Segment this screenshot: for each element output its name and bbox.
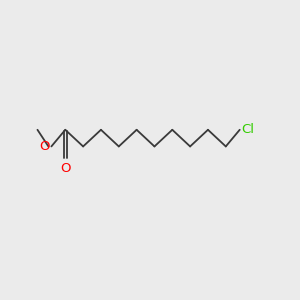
Text: Cl: Cl — [241, 123, 254, 136]
Text: O: O — [60, 162, 70, 175]
Text: O: O — [39, 140, 50, 153]
